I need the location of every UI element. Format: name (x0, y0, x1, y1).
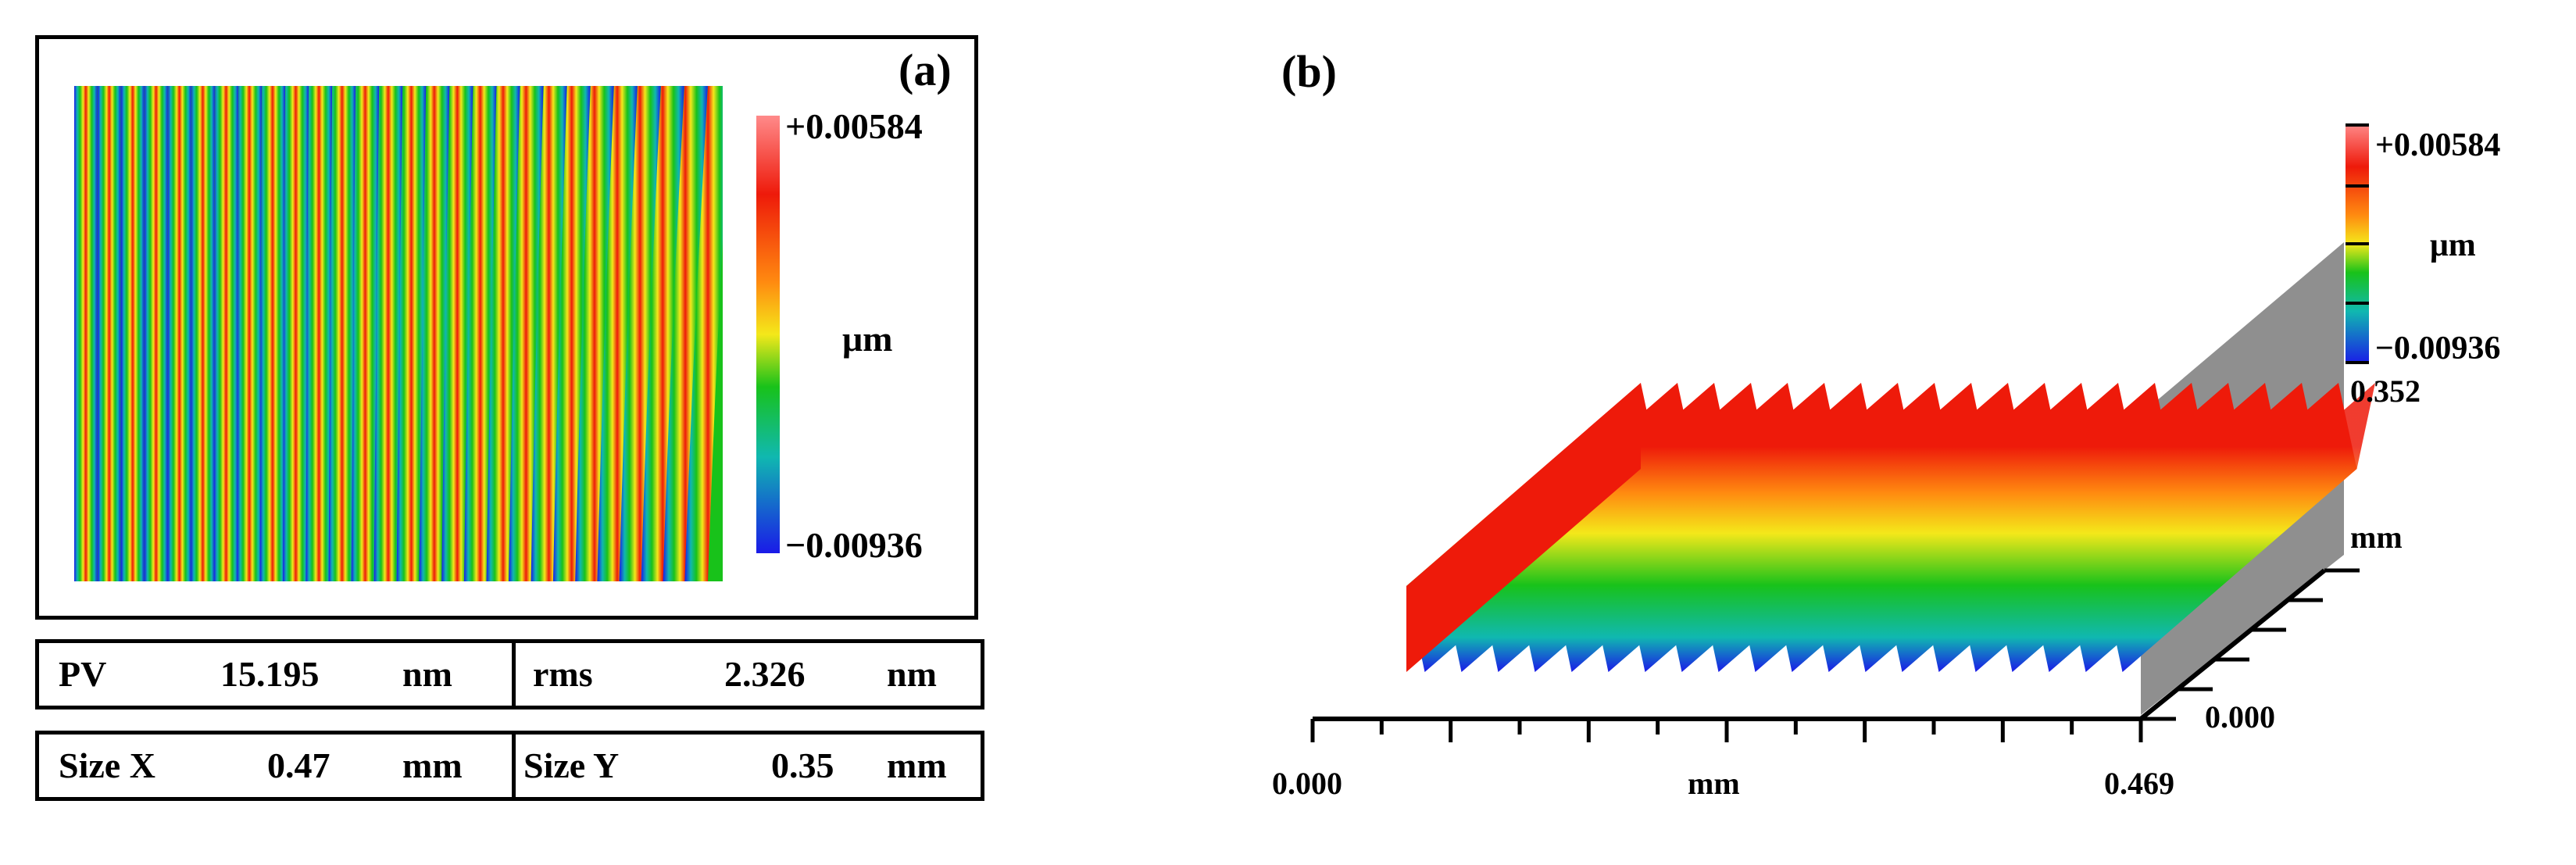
stat-label: PV (59, 654, 107, 694)
fringe-band (167, 86, 191, 581)
stat-unit: mm (887, 745, 947, 785)
fringe-band (663, 86, 708, 581)
fringe-band (684, 86, 723, 581)
colorbar-b-unit: μm (2430, 227, 2476, 263)
fringe-band (419, 86, 450, 581)
surface-3d-plot (1310, 242, 2375, 742)
stat-value: 0.35 (771, 745, 834, 785)
fringe-band (641, 86, 684, 581)
fringe-band (191, 86, 215, 581)
fringe-band (552, 86, 591, 581)
y-axis-unit: mm (2350, 520, 2403, 555)
panel-a-label: (a) (899, 45, 952, 95)
fringe-band (74, 86, 98, 581)
ridge-face (1406, 383, 1641, 672)
stat-value: 15.195 (220, 654, 320, 694)
fringe-band (373, 86, 403, 581)
stat-unit: nm (887, 654, 937, 694)
y-axis-line (2139, 568, 2326, 721)
colorbar-a-unit: μm (842, 319, 893, 359)
fringe-band (396, 86, 427, 581)
fringe-band (619, 86, 661, 581)
fringe-band (98, 86, 121, 581)
colorbar-b (2346, 123, 2369, 364)
ridge-face (2122, 383, 2375, 672)
fringe-band (144, 86, 168, 581)
fringe-band (283, 86, 309, 581)
fringe-band (305, 86, 333, 581)
stats-row-size: Size X 0.47 mm Size Y 0.35 mm (35, 731, 984, 801)
stat-unit: mm (402, 745, 463, 785)
fringe-band (531, 86, 567, 581)
fringe-band (351, 86, 380, 581)
stat-label: Size Y (523, 745, 620, 785)
fringe-band (120, 86, 145, 581)
colorbar-a (756, 116, 780, 553)
fringe-map (74, 86, 723, 581)
y-axis-max: 0.352 (2350, 374, 2421, 409)
colorbar-b-min: −0.00936 (2375, 331, 2501, 366)
fringe-band (259, 86, 285, 581)
fringe-band (237, 86, 262, 581)
stat-label: rms (533, 654, 593, 694)
stat-label: Size X (59, 745, 155, 785)
x-axis-max: 0.469 (2104, 766, 2174, 801)
y-axis-min: 0.000 (2205, 699, 2275, 735)
fringe-band (575, 86, 614, 581)
stat-unit: nm (402, 654, 452, 694)
stat-value: 2.326 (724, 654, 806, 694)
colorbar-a-max: +0.00584 (785, 106, 923, 146)
fringe-band (328, 86, 356, 581)
colorbar-a-min: −0.00936 (785, 525, 923, 565)
x-axis-min: 0.000 (1272, 766, 1342, 801)
panel-b-label: (b) (1281, 46, 1337, 97)
fringe-band (463, 86, 497, 581)
fringe-band (597, 86, 638, 581)
stats-row-pv: PV 15.195 nm rms 2.326 nm (35, 639, 984, 710)
fringe-band (441, 86, 473, 581)
fringe-band (509, 86, 544, 581)
panel-a-frame (35, 35, 978, 620)
colorbar-b-max: +0.00584 (2375, 127, 2501, 163)
stat-value: 0.47 (267, 745, 330, 785)
fringe-band (213, 86, 238, 581)
x-axis-unit: mm (1688, 766, 1740, 801)
